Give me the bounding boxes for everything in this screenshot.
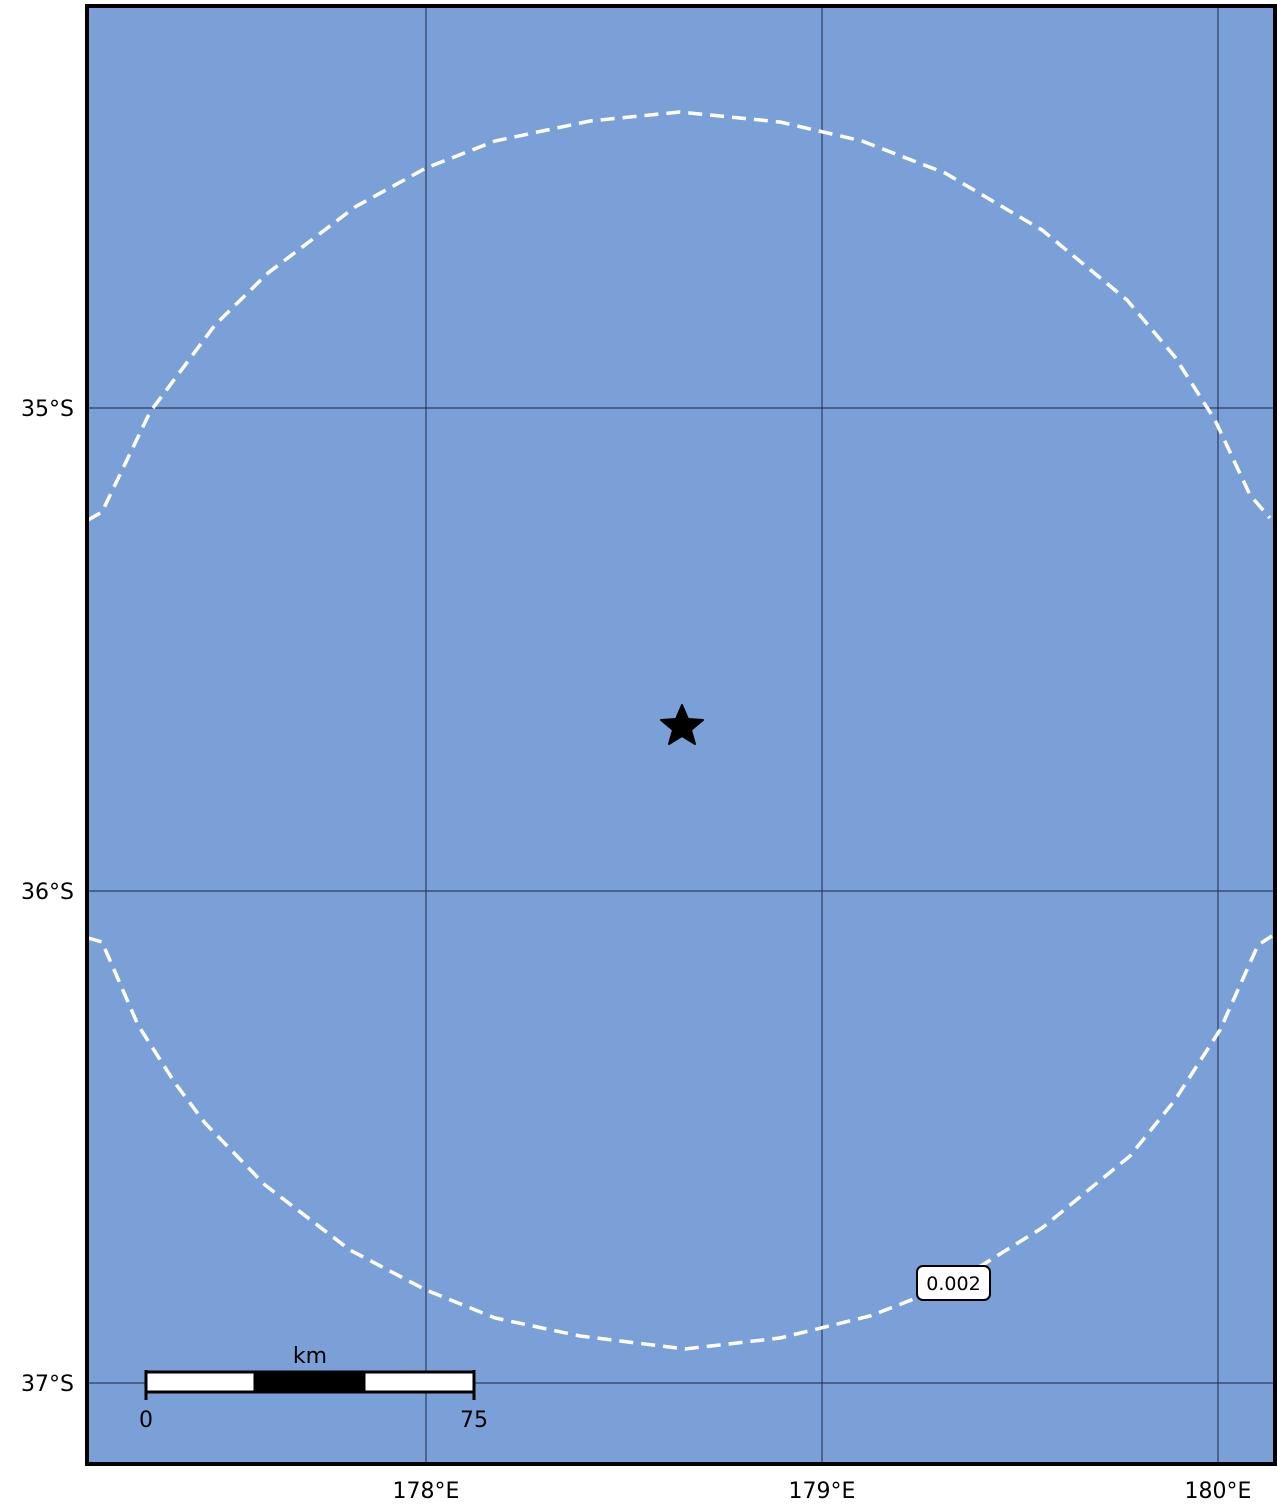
contour-line-upper bbox=[87, 110, 1272, 522]
scale-bar-segment-1 bbox=[144, 1370, 257, 1394]
lon-label-180: 180°E bbox=[1185, 1479, 1252, 1504]
lon-label-179: 179°E bbox=[789, 1479, 856, 1504]
contour-line-lower bbox=[87, 934, 1273, 1351]
lat-label-36s: 36°S bbox=[21, 880, 74, 905]
map-frame bbox=[85, 4, 1277, 1466]
scale-bar-segment-2 bbox=[253, 1370, 366, 1394]
latitude-labels: 35°S 36°S 37°S bbox=[21, 397, 74, 1397]
contour-value-label: 0.002 bbox=[926, 1273, 980, 1295]
graticule bbox=[87, 6, 1275, 1464]
scale-bar-unit: km bbox=[293, 1344, 327, 1369]
scale-bar-segment-3 bbox=[362, 1370, 476, 1394]
contour-lines bbox=[87, 110, 1273, 1351]
contour-label: 0.002 bbox=[916, 1265, 991, 1301]
scale-bar-end-label: 75 bbox=[460, 1408, 488, 1433]
lon-label-178: 178°E bbox=[393, 1479, 460, 1504]
scale-bar: km 0 75 bbox=[139, 1344, 488, 1433]
contour-label-box bbox=[916, 1265, 991, 1301]
lat-label-35s: 35°S bbox=[21, 397, 74, 422]
longitude-labels: 178°E 179°E 180°E bbox=[393, 1479, 1252, 1504]
scale-bar-start-label: 0 bbox=[139, 1408, 153, 1433]
star-icon bbox=[660, 704, 704, 745]
lat-label-37s: 37°S bbox=[21, 1372, 74, 1397]
